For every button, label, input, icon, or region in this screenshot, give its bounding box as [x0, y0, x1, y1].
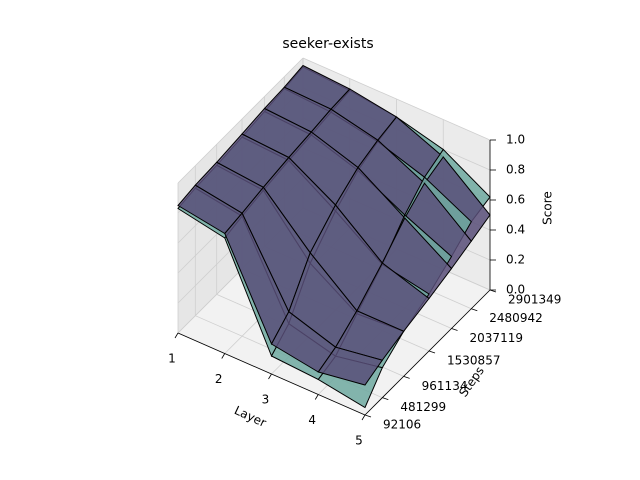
z-tick-label: 1.0: [506, 133, 525, 147]
x-tick-label: 5: [355, 434, 363, 448]
x-axis-title: Layer: [232, 403, 268, 430]
tick-mark: [174, 332, 179, 339]
y-axis-line: [364, 289, 491, 416]
x-tick-label: 3: [262, 393, 270, 407]
y-tick-label: 2901349: [508, 293, 561, 307]
grid-line: [177, 57, 304, 184]
tick-mark: [428, 350, 436, 354]
x-tick-label: 1: [168, 352, 176, 366]
tick-mark: [451, 328, 458, 331]
y-tick-label: 2037119: [470, 331, 523, 345]
z-tick-label: 0.8: [506, 163, 525, 177]
x-tick-label: 4: [308, 413, 316, 427]
tick-mark: [314, 394, 319, 400]
y-tick-label: 2480942: [489, 311, 542, 325]
z-tick-label: 0.2: [506, 253, 525, 267]
x-tick-label: 2: [215, 372, 223, 386]
y-tick-label: 961134: [422, 379, 468, 393]
z-tick-label: 0.0: [506, 283, 525, 297]
tick-mark: [361, 414, 366, 421]
y-tick-label: 1530857: [447, 353, 500, 367]
chart-title: seeker-exists: [282, 36, 373, 52]
tick-mark: [221, 353, 226, 359]
tick-mark: [382, 397, 389, 401]
z-axis-title: Score: [541, 191, 555, 225]
z-tick-label: 0.4: [506, 223, 525, 237]
y-tick-label: 481299: [400, 400, 446, 414]
z-tick-label: 0.6: [506, 193, 525, 207]
tick-mark: [403, 375, 410, 379]
y-tick-label: 92106: [383, 418, 421, 432]
tick-mark: [268, 373, 272, 380]
grid-line: [302, 57, 491, 141]
tick-mark: [364, 414, 372, 418]
tick-mark: [471, 308, 478, 312]
surface-patch: [317, 346, 384, 386]
